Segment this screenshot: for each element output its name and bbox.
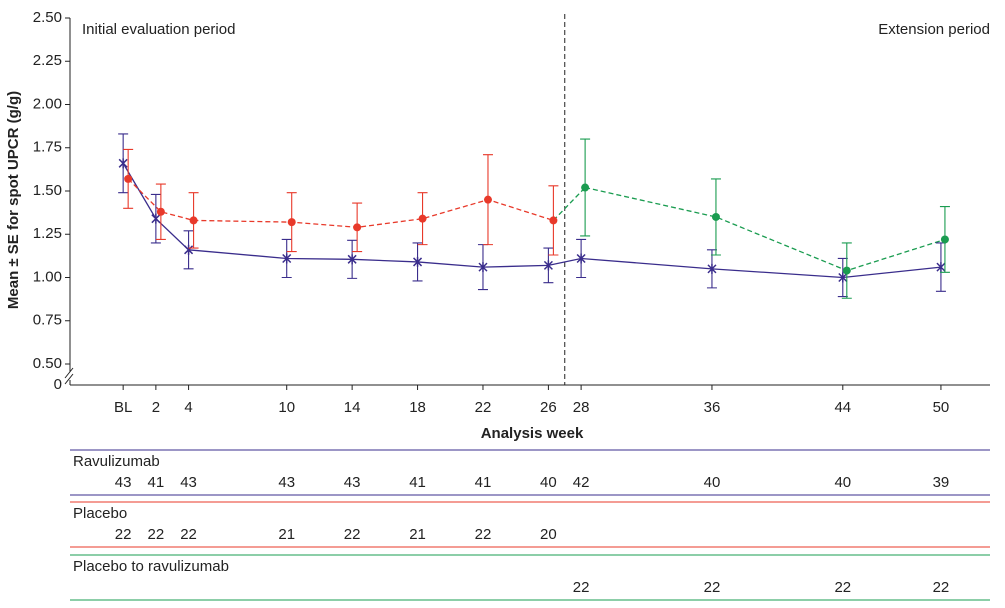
series-line bbox=[122, 162, 942, 279]
table-count: 43 bbox=[344, 474, 361, 491]
point bbox=[711, 212, 720, 221]
y-tick-label: 0.50 bbox=[33, 355, 62, 372]
right-period-label: Extension period bbox=[878, 21, 990, 38]
table-count: 22 bbox=[475, 526, 492, 543]
table-count: 39 bbox=[933, 474, 950, 491]
table-count: 41 bbox=[409, 474, 426, 491]
table-count: 22 bbox=[344, 526, 361, 543]
axis-break-label: 0 bbox=[54, 376, 62, 393]
point bbox=[838, 272, 848, 283]
table-row-label: Placebo to ravulizumab bbox=[73, 558, 229, 575]
point bbox=[842, 266, 851, 275]
y-tick-label: 1.25 bbox=[33, 225, 62, 242]
y-tick-label: 2.00 bbox=[33, 95, 62, 112]
point bbox=[483, 195, 492, 204]
table-count: 22 bbox=[115, 526, 132, 543]
table-count: 21 bbox=[278, 526, 295, 543]
x-tick-label: 26 bbox=[540, 399, 557, 416]
table-count: 22 bbox=[148, 526, 165, 543]
table-row-label: Placebo bbox=[73, 505, 127, 522]
point bbox=[576, 253, 586, 264]
x-tick-label: 2 bbox=[152, 399, 160, 416]
point bbox=[282, 253, 292, 264]
x-tick-label: 18 bbox=[409, 399, 426, 416]
x-tick-label: BL bbox=[114, 399, 132, 416]
table-count: 42 bbox=[573, 474, 590, 491]
table-count: 43 bbox=[180, 474, 197, 491]
table-count: 40 bbox=[704, 474, 721, 491]
y-tick-label: 1.75 bbox=[33, 139, 62, 156]
axis-break bbox=[64, 367, 74, 379]
point bbox=[581, 183, 590, 192]
point bbox=[189, 216, 198, 225]
y-tick-label: 2.25 bbox=[33, 52, 62, 69]
point bbox=[707, 263, 717, 274]
point bbox=[118, 158, 128, 169]
point bbox=[347, 254, 357, 265]
table-count: 20 bbox=[540, 526, 557, 543]
series-connector bbox=[552, 187, 586, 221]
table-count: 22 bbox=[180, 526, 197, 543]
point bbox=[478, 262, 488, 273]
point bbox=[543, 260, 553, 271]
table-count: 22 bbox=[573, 579, 590, 596]
point bbox=[156, 207, 165, 216]
table-count: 43 bbox=[278, 474, 295, 491]
table-count: 40 bbox=[834, 474, 851, 491]
table-count: 43 bbox=[115, 474, 132, 491]
y-tick-label: 0.75 bbox=[33, 312, 62, 329]
x-tick-label: 22 bbox=[475, 399, 492, 416]
left-period-label: Initial evaluation period bbox=[82, 21, 235, 38]
table-count: 41 bbox=[148, 474, 165, 491]
x-axis-label: Analysis week bbox=[481, 425, 584, 442]
table-count: 21 bbox=[409, 526, 426, 543]
table-row-label: Ravulizumab bbox=[73, 453, 160, 470]
series-line bbox=[584, 186, 946, 272]
point bbox=[936, 262, 946, 273]
point bbox=[184, 244, 194, 255]
series-line bbox=[127, 178, 554, 228]
y-axis-label: Mean ± SE for spot UPCR (g/g) bbox=[5, 91, 22, 309]
y-tick-label: 1.00 bbox=[33, 268, 62, 285]
y-tick-label: 1.50 bbox=[33, 182, 62, 199]
point bbox=[353, 223, 362, 232]
point bbox=[151, 213, 161, 224]
x-tick-label: 28 bbox=[573, 399, 590, 416]
x-tick-label: 14 bbox=[344, 399, 361, 416]
x-tick-label: 4 bbox=[184, 399, 192, 416]
table-count: 22 bbox=[704, 579, 721, 596]
point bbox=[413, 256, 423, 267]
point bbox=[418, 214, 427, 223]
table-count: 22 bbox=[933, 579, 950, 596]
x-tick-label: 36 bbox=[704, 399, 721, 416]
x-tick-label: 10 bbox=[278, 399, 295, 416]
y-tick-label: 2.50 bbox=[33, 9, 62, 26]
table-count: 22 bbox=[834, 579, 851, 596]
point bbox=[287, 218, 296, 227]
x-tick-label: 50 bbox=[933, 399, 950, 416]
x-tick-label: 44 bbox=[834, 399, 851, 416]
point bbox=[549, 216, 558, 225]
point bbox=[124, 174, 133, 183]
table-count: 40 bbox=[540, 474, 557, 491]
point bbox=[940, 235, 949, 244]
table-count: 41 bbox=[475, 474, 492, 491]
axis-break bbox=[64, 373, 74, 385]
